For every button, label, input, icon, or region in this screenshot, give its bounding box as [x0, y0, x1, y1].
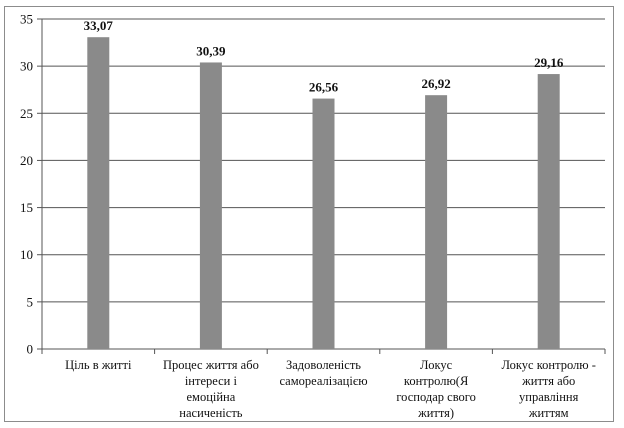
- category-label: Ціль в житті: [65, 358, 132, 372]
- category-label-line: Задоволеність: [286, 358, 361, 372]
- category-label-line: життя або: [521, 374, 575, 388]
- bar: [87, 37, 110, 349]
- y-tick-label: 5: [27, 294, 34, 309]
- category-label-line: Ціль в житті: [65, 358, 132, 372]
- category-label-line: самореалізацією: [279, 374, 367, 388]
- category-label: Локус контролю - життя або управління життя…: [501, 358, 595, 420]
- y-tick-label: 0: [27, 342, 34, 357]
- category-label-line: насиченість: [179, 406, 242, 420]
- data-label: 29,16: [534, 55, 564, 70]
- data-label: 26,56: [309, 80, 339, 95]
- bar-chart: 0 5 10 15 20 25 30 35 33,07 Ціль в житті 30,39 Проц…: [20, 12, 606, 420]
- category-label-line: управління: [519, 390, 579, 404]
- category-label: Процес життя або інтереси і емоційна насиче…: [163, 358, 259, 420]
- data-label: 30,39: [196, 43, 226, 58]
- bar: [199, 62, 222, 350]
- category-label-line: господар свого: [396, 390, 475, 404]
- category-label: Локус контролю(Я господар свого життя): [396, 358, 475, 420]
- bar: [425, 95, 448, 349]
- data-label: 33,07: [84, 18, 114, 33]
- category-label: Задоволеність самореалізацією: [279, 358, 367, 388]
- y-tick-label: 15: [20, 200, 33, 215]
- y-tick-label: 20: [20, 153, 33, 168]
- category-label-line: контролю(Я: [404, 374, 468, 388]
- y-tick-label: 10: [20, 247, 33, 262]
- category-label-line: Процес життя або: [163, 358, 259, 372]
- y-tick-label: 25: [20, 106, 33, 121]
- category-label-line: інтереси і: [185, 374, 238, 388]
- chart-frame: 0 5 10 15 20 25 30 35 33,07 Ціль в житті 30,39 Проц…: [4, 6, 614, 422]
- category-label-line: Локус контролю -: [501, 358, 595, 372]
- category-label-line: життя): [417, 406, 454, 420]
- category-label-line: Локус: [420, 358, 453, 372]
- bar: [312, 98, 335, 349]
- category-label-line: емоційна: [186, 390, 235, 404]
- category-label-line: життям: [528, 406, 569, 420]
- bar: [537, 74, 560, 349]
- y-tick-label: 30: [20, 59, 33, 74]
- data-label: 26,92: [421, 76, 450, 91]
- y-tick-label: 35: [20, 12, 33, 27]
